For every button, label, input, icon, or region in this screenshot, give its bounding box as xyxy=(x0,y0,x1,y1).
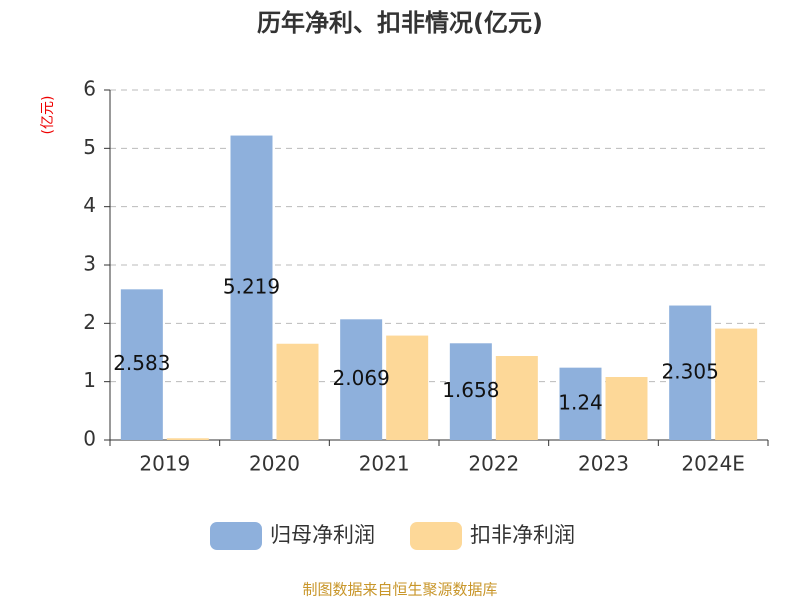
legend-swatch xyxy=(210,522,262,550)
value-label: 2.583 xyxy=(113,351,170,375)
bar xyxy=(449,343,492,440)
y-tick-label: 5 xyxy=(83,135,96,159)
value-label: 1.658 xyxy=(442,378,499,402)
bar xyxy=(669,305,712,440)
legend-label: 扣非净利润 xyxy=(470,523,575,547)
y-tick-label: 2 xyxy=(83,310,96,334)
bar xyxy=(495,356,538,440)
x-tick-label: 2022 xyxy=(468,452,519,476)
bar xyxy=(120,289,163,440)
legend-label: 归母净利润 xyxy=(270,523,375,547)
bar xyxy=(605,377,648,440)
x-tick-label: 2024E xyxy=(681,452,745,476)
bar xyxy=(230,135,273,440)
bar xyxy=(559,367,602,440)
x-tick-label: 2020 xyxy=(249,452,300,476)
x-tick-label: 2019 xyxy=(139,452,190,476)
y-tick-label: 1 xyxy=(83,368,96,392)
y-tick-label: 4 xyxy=(83,193,96,217)
value-label: 1.24 xyxy=(558,390,603,414)
y-tick-label: 0 xyxy=(83,427,96,451)
bar xyxy=(715,328,758,440)
source-note: 制图数据来自恒生聚源数据库 xyxy=(302,581,497,599)
x-tick-label: 2023 xyxy=(578,452,629,476)
x-tick-label: 2021 xyxy=(359,452,410,476)
legend-swatch xyxy=(410,522,462,550)
y-axis-label: (亿元) xyxy=(40,96,56,135)
bar xyxy=(276,343,319,440)
bar xyxy=(166,438,209,440)
chart-title: 历年净利、扣非情况(亿元) xyxy=(257,9,543,37)
bar xyxy=(340,319,383,440)
value-label: 5.219 xyxy=(223,274,280,298)
value-label: 2.305 xyxy=(662,359,719,383)
y-tick-label: 3 xyxy=(83,252,96,276)
y-tick-label: 6 xyxy=(83,77,96,101)
value-label: 2.069 xyxy=(333,366,390,390)
bar xyxy=(386,335,429,440)
